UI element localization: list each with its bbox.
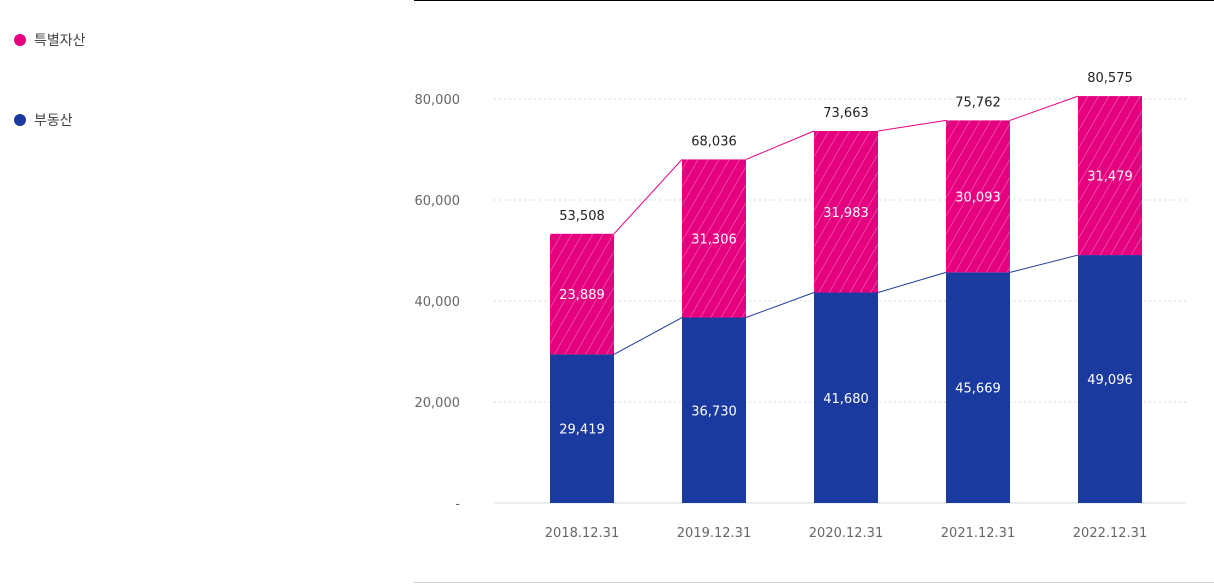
data-label-special-assets: 31,983 (823, 206, 869, 221)
bottom-rule (414, 582, 1214, 583)
legend-item-real-estate[interactable]: 부동산 (14, 110, 86, 130)
x-tick-label: 2020.12.31 (809, 526, 883, 541)
x-axis-ticks: 2018.12.31 2019.12.31 2020.12.31 2021.12.31… (545, 526, 1147, 541)
y-tick-label: 40,000 (415, 295, 461, 310)
total-label: 80,575 (1087, 71, 1133, 86)
data-label-real-estate: 45,669 (955, 382, 1001, 397)
data-label-real-estate: 49,096 (1087, 373, 1133, 388)
data-label-special-assets: 31,306 (691, 232, 737, 247)
legend-dot-special-assets (14, 34, 26, 46)
trend-lines (613, 95, 1079, 355)
data-label-special-assets: 30,093 (955, 190, 1001, 205)
trend-line-special-assets (1009, 95, 1079, 121)
trend-line-real-estate (745, 292, 815, 318)
trend-line-special-assets (613, 159, 683, 235)
bar-real-estate[interactable] (682, 317, 746, 503)
total-label: 73,663 (823, 106, 869, 121)
legend-label-real-estate: 부동산 (34, 113, 73, 129)
y-tick-label: - (455, 497, 460, 512)
trend-line-real-estate (1009, 254, 1079, 273)
data-label-special-assets: 31,479 (1087, 170, 1133, 185)
x-tick-label: 2018.12.31 (545, 526, 619, 541)
bar-real-estate[interactable] (550, 354, 614, 503)
bar-special-assets[interactable] (682, 159, 746, 318)
bar-real-estate[interactable] (814, 292, 878, 503)
bars (550, 96, 1142, 503)
x-tick-label: 2021.12.31 (941, 526, 1015, 541)
y-tick-label: 60,000 (415, 194, 461, 209)
bar-real-estate[interactable] (1078, 255, 1142, 503)
trend-line-special-assets (745, 130, 815, 160)
top-rule (414, 0, 1214, 1)
total-label: 68,036 (691, 134, 737, 149)
data-label-real-estate: 41,680 (823, 392, 869, 407)
bar-real-estate[interactable] (946, 272, 1010, 503)
x-tick-label: 2019.12.31 (677, 526, 751, 541)
bar-special-assets[interactable] (550, 233, 614, 355)
legend-item-special-assets[interactable]: 특별자산 (14, 30, 86, 50)
y-tick-label: 20,000 (415, 396, 461, 411)
x-tick-label: 2022.12.31 (1073, 526, 1147, 541)
legend-dot-real-estate (14, 114, 26, 126)
data-label-real-estate: 29,419 (559, 423, 605, 438)
bar-special-assets[interactable] (946, 120, 1010, 273)
bar-special-assets[interactable] (1078, 96, 1142, 256)
y-tick-label: 80,000 (415, 93, 461, 108)
total-label: 53,508 (559, 209, 605, 224)
trend-line-real-estate (877, 271, 947, 293)
data-label-real-estate: 36,730 (691, 404, 737, 419)
y-axis-ticks: - 20,000 40,000 60,000 80,000 (415, 93, 461, 512)
data-label-special-assets: 23,889 (559, 288, 605, 303)
legend: 특별자산 부동산 (14, 30, 86, 130)
bar-special-assets[interactable] (814, 131, 878, 293)
data-labels: 29,419 23,889 53,508 36,730 31,306 68,036 41,6… (559, 71, 1133, 438)
legend-label-special-assets: 특별자산 (34, 33, 86, 49)
total-label: 75,762 (955, 95, 1001, 110)
trend-line-special-assets (877, 119, 947, 132)
trend-line-real-estate (613, 317, 683, 355)
